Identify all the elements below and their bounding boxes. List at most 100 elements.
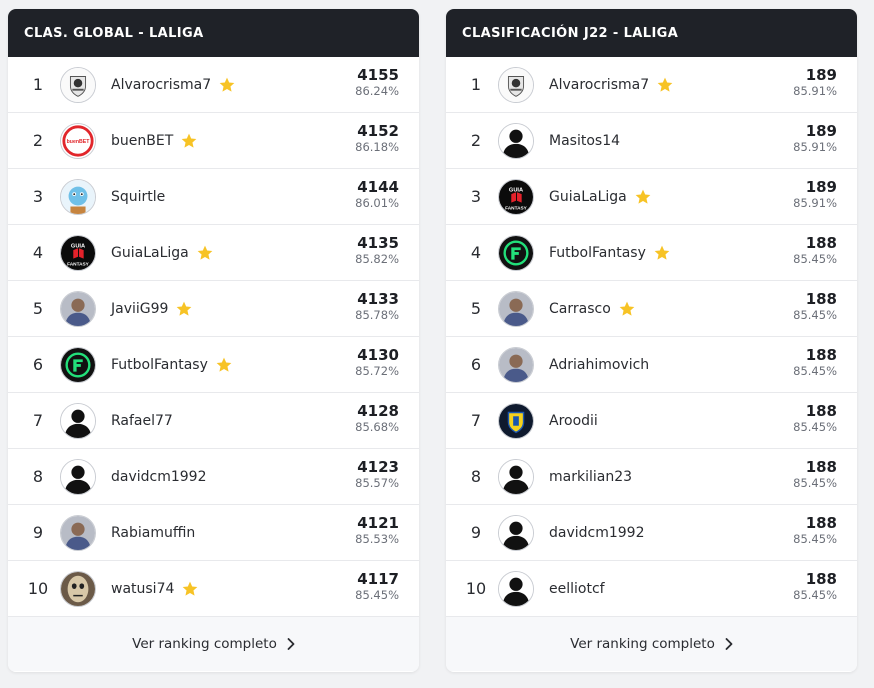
crest-icon[interactable] xyxy=(60,66,96,103)
default-user-icon[interactable] xyxy=(498,514,534,551)
ranking-row[interactable]: 8 markilian23 188 85.45% xyxy=(446,449,857,505)
ranking-row[interactable]: 10 eelliotcf 188 85.45% xyxy=(446,561,857,617)
user-name-cell[interactable]: FutbolFantasy xyxy=(549,244,671,262)
ranking-row[interactable]: 8 davidcm1992 4123 85.57% xyxy=(8,449,419,505)
rank-position: 3 xyxy=(470,187,482,206)
user-name[interactable]: davidcm1992 xyxy=(111,468,207,485)
points-value: 188 xyxy=(805,290,837,308)
user-name[interactable]: JaviiG99 xyxy=(111,300,169,317)
guia-fantasy-logo-icon[interactable]: GUIA FANTASY xyxy=(498,178,534,215)
club-badge-icon[interactable] xyxy=(498,402,534,439)
user-name-cell[interactable]: Rabiamuffin xyxy=(111,525,195,541)
ranking-row[interactable]: 5 Carrasco 188 85.45% xyxy=(446,281,857,337)
default-user-icon[interactable] xyxy=(498,458,534,495)
points-value: 4117 xyxy=(357,570,399,588)
mask-avatar-icon[interactable] xyxy=(60,570,96,607)
score-block: 4144 86.01% xyxy=(355,179,399,211)
user-name[interactable]: Rafael77 xyxy=(111,412,173,429)
user-name[interactable]: eelliotcf xyxy=(549,580,605,597)
user-name[interactable]: Alvarocrisma7 xyxy=(549,76,650,93)
matchday-ranking-panel: CLASIFICACIÓN J22 - LALIGA 1 Alvarocrisma… xyxy=(446,9,857,672)
user-name[interactable]: davidcm1992 xyxy=(549,524,645,541)
ranking-row[interactable]: 7 Aroodii 188 85.45% xyxy=(446,393,857,449)
user-name[interactable]: watusi74 xyxy=(111,580,175,597)
buenbet-logo-icon[interactable]: buenBET xyxy=(60,122,96,159)
view-full-ranking-link[interactable]: Ver ranking completo xyxy=(446,617,857,671)
ranking-row[interactable]: 10 watusi74 4117 85.45% xyxy=(8,561,419,617)
user-name-cell[interactable]: davidcm1992 xyxy=(111,469,207,485)
ranking-row[interactable]: 9 davidcm1992 188 85.45% xyxy=(446,505,857,561)
ranking-row[interactable]: 1 Alvarocrisma7 4155 86.24% xyxy=(8,57,419,113)
user-name[interactable]: Adriahimovich xyxy=(549,356,650,373)
ranking-row[interactable]: 3 GUIA FANTASY GuiaLaLiga 189 85.91% xyxy=(446,169,857,225)
default-user-icon[interactable] xyxy=(498,570,534,607)
user-name-cell[interactable]: GuiaLaLiga xyxy=(549,188,652,206)
user-name-cell[interactable]: Squirtle xyxy=(111,189,165,205)
ranking-row[interactable]: 4 GUIA FANTASY GuiaLaLiga 4135 85.82% xyxy=(8,225,419,281)
user-name[interactable]: FutbolFantasy xyxy=(111,356,208,373)
user-name[interactable]: Carrasco xyxy=(549,300,611,317)
user-name[interactable]: GuiaLaLiga xyxy=(549,188,627,205)
user-name[interactable]: Rabiamuffin xyxy=(111,524,196,541)
score-block: 188 85.45% xyxy=(793,571,837,603)
user-name-cell[interactable]: davidcm1992 xyxy=(549,525,645,541)
default-user-icon[interactable] xyxy=(60,402,96,439)
user-name-cell[interactable]: Masitos14 xyxy=(549,133,620,149)
ranking-row[interactable]: 1 Alvarocrisma7 189 85.91% xyxy=(446,57,857,113)
user-name-cell[interactable]: GuiaLaLiga xyxy=(111,244,214,262)
user-name-cell[interactable]: Rafael77 xyxy=(111,413,173,429)
photo-avatar-icon[interactable] xyxy=(498,290,534,327)
user-name-cell[interactable]: Alvarocrisma7 xyxy=(549,76,674,94)
user-name[interactable]: markilian23 xyxy=(549,468,633,485)
user-name[interactable]: Masitos14 xyxy=(549,132,621,149)
rank-position: 6 xyxy=(32,355,44,374)
view-full-ranking-link[interactable]: Ver ranking completo xyxy=(8,617,419,671)
svg-text:FANTASY: FANTASY xyxy=(505,205,528,211)
futbolfantasy-logo-icon[interactable] xyxy=(498,234,534,271)
ranking-row[interactable]: 6 Adriahimovich 188 85.45% xyxy=(446,337,857,393)
user-name[interactable]: FutbolFantasy xyxy=(549,244,646,261)
percentage-value: 85.45% xyxy=(793,476,837,490)
user-name[interactable]: Alvarocrisma7 xyxy=(111,76,212,93)
rank-position: 1 xyxy=(470,75,482,94)
ranking-row[interactable]: 2 Masitos14 189 85.91% xyxy=(446,113,857,169)
ranking-row[interactable]: 6 FutbolFantasy 4130 85.72% xyxy=(8,337,419,393)
user-name[interactable]: Squirtle xyxy=(111,188,166,205)
points-value: 188 xyxy=(805,402,837,420)
user-name-cell[interactable]: watusi74 xyxy=(111,580,199,598)
star-icon xyxy=(656,76,674,94)
ranking-row[interactable]: 7 Rafael77 4128 85.68% xyxy=(8,393,419,449)
user-name-cell[interactable]: Alvarocrisma7 xyxy=(111,76,236,94)
svg-text:buenBET: buenBET xyxy=(67,138,91,144)
ranking-row[interactable]: 3 Squirtle 4144 86.01% xyxy=(8,169,419,225)
user-name[interactable]: Aroodii xyxy=(549,412,598,429)
ranking-row[interactable]: 9 Rabiamuffin 4121 85.53% xyxy=(8,505,419,561)
user-name-cell[interactable]: JaviiG99 xyxy=(111,300,193,318)
user-name-cell[interactable]: FutbolFantasy xyxy=(111,356,233,374)
squirtle-icon[interactable] xyxy=(60,178,96,215)
guia-fantasy-logo-icon[interactable]: GUIA FANTASY xyxy=(60,234,96,271)
rank-position: 1 xyxy=(32,75,44,94)
user-name-cell[interactable]: markilian23 xyxy=(549,469,632,485)
default-user-icon[interactable] xyxy=(498,122,534,159)
ranking-row[interactable]: 4 FutbolFantasy 188 85.45% xyxy=(446,225,857,281)
ranking-row[interactable]: 5 JaviiG99 4133 85.78% xyxy=(8,281,419,337)
ranking-row[interactable]: 2 buenBET buenBET 4152 86.18% xyxy=(8,113,419,169)
points-value: 189 xyxy=(805,122,837,140)
user-name-cell[interactable]: Carrasco xyxy=(549,300,636,318)
photo-avatar-icon[interactable] xyxy=(60,514,96,551)
futbolfantasy-logo-icon[interactable] xyxy=(60,346,96,383)
user-name[interactable]: buenBET xyxy=(111,132,174,149)
user-name-cell[interactable]: Aroodii xyxy=(549,413,598,429)
score-block: 188 85.45% xyxy=(793,459,837,491)
photo-avatar-icon[interactable] xyxy=(498,346,534,383)
user-name-cell[interactable]: Adriahimovich xyxy=(549,357,649,373)
user-name-cell[interactable]: buenBET xyxy=(111,132,198,150)
star-icon xyxy=(196,244,214,262)
photo-avatar-icon[interactable] xyxy=(60,290,96,327)
user-name-cell[interactable]: eelliotcf xyxy=(549,581,605,597)
crest-icon[interactable] xyxy=(498,66,534,103)
user-name[interactable]: GuiaLaLiga xyxy=(111,244,189,261)
score-block: 4128 85.68% xyxy=(355,403,399,435)
default-user-icon[interactable] xyxy=(60,458,96,495)
